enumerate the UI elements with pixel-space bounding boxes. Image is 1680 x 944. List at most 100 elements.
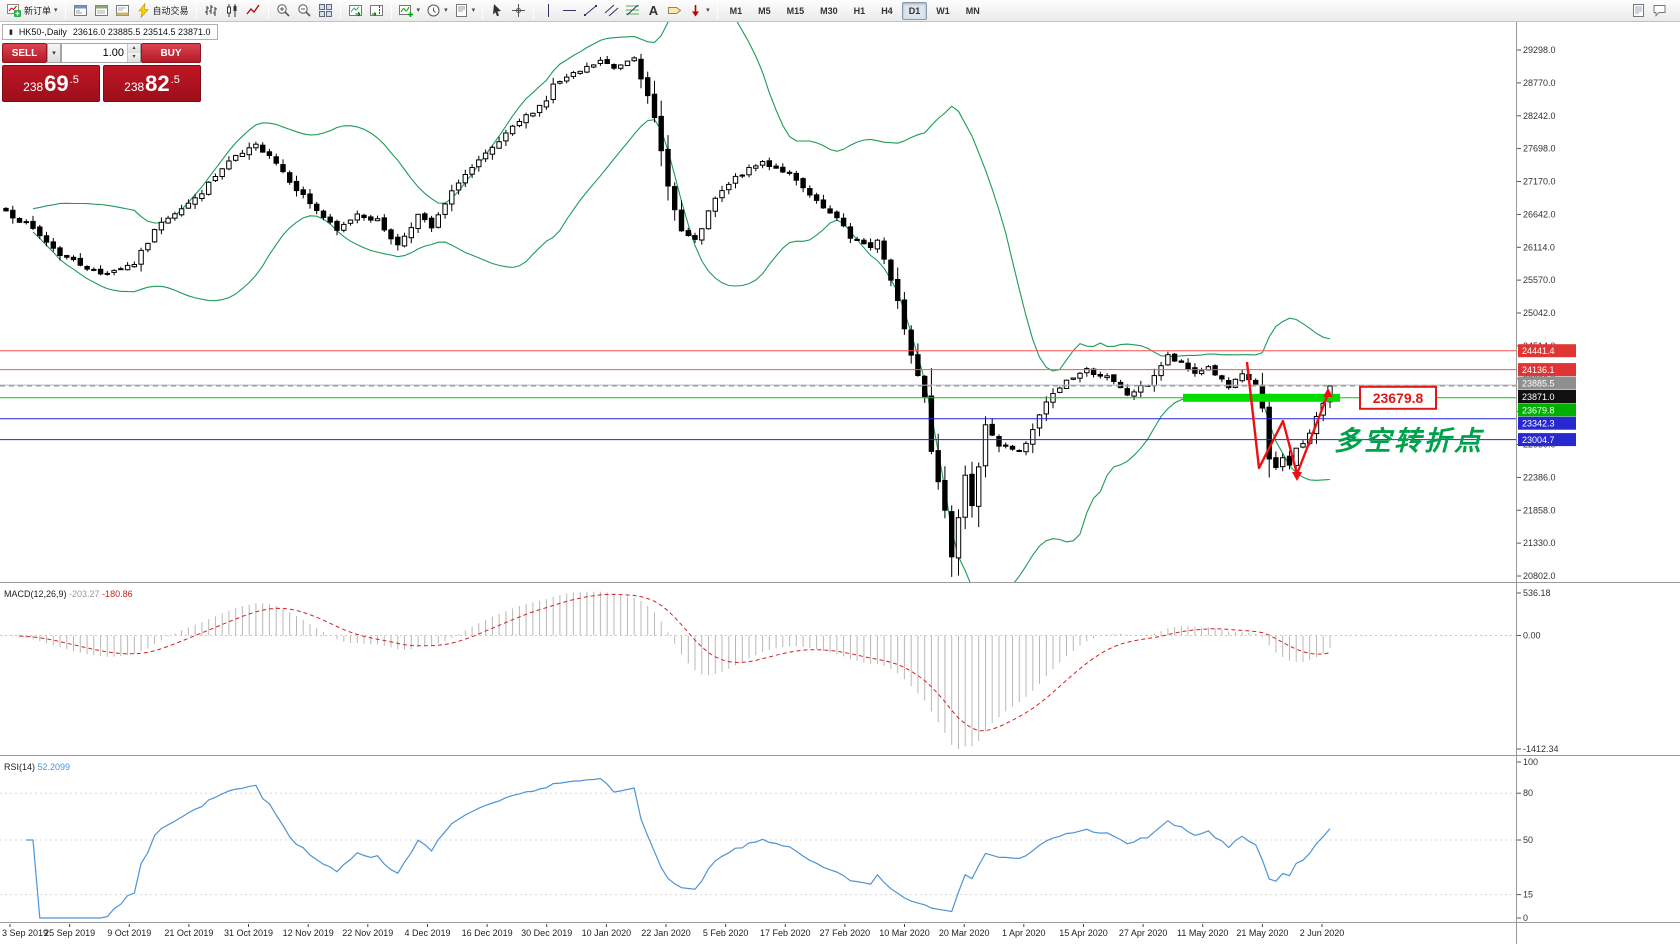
rsi-indicator-label: RSI(14) 52.2099	[4, 762, 70, 772]
rsi-panel: RSI(14) 52.2099 100 80 50 15 0	[0, 757, 1538, 923]
price-level-label-text: 24441.4	[1522, 346, 1555, 356]
svg-text:A: A	[649, 3, 659, 18]
toolbar-separator	[482, 2, 484, 19]
axis-price-label: 27698.0	[1523, 144, 1556, 154]
toolbar-separator	[64, 2, 66, 19]
macd-signal-line	[19, 593, 1331, 732]
timeframe-m30-button[interactable]: M30	[820, 5, 838, 16]
axis-date-label: 4 Dec 2019	[404, 928, 450, 938]
axis-date-label: 22 Jan 2020	[641, 928, 691, 938]
volume-input[interactable]	[62, 44, 127, 62]
timeframe-d1-button[interactable]: D1	[901, 1, 928, 20]
label-button[interactable]	[664, 1, 685, 21]
terminal-button[interactable]	[112, 1, 133, 21]
zoom-in-button[interactable]	[273, 1, 294, 21]
turning-point-annotation-text[interactable]: 多空转折点	[1334, 426, 1485, 456]
equidistant-channel-button[interactable]	[601, 1, 622, 21]
price-tag-box[interactable]	[1359, 385, 1437, 410]
axis-date-label: 1 Apr 2020	[1002, 928, 1046, 938]
timeframe-h1-button[interactable]: H1	[853, 5, 866, 16]
buy-button[interactable]: BUY	[141, 43, 201, 63]
new-order-button-label: 新订单	[24, 6, 52, 16]
timeframe-m5-button[interactable]: M5	[758, 5, 771, 16]
rsi-line	[26, 777, 1331, 919]
timeframe-mn-button[interactable]: MN	[965, 5, 980, 16]
line-chart-button[interactable]	[243, 1, 264, 21]
support-zone-bar[interactable]	[1183, 393, 1340, 402]
toolbar-separator	[267, 2, 269, 19]
timeframe-m1-button[interactable]: M1	[729, 5, 743, 16]
channel-icon	[604, 3, 619, 18]
crosshair-button[interactable]	[508, 1, 529, 21]
rsi-axis-label: 80	[1523, 788, 1533, 798]
axis-date-label: 31 Oct 2019	[224, 928, 273, 938]
chart-shift-button[interactable]	[366, 1, 387, 21]
volume-spinner: ▴ ▾	[127, 44, 140, 62]
arrows-button[interactable]: ▾	[685, 1, 713, 21]
axis-price-label: 25042.0	[1523, 308, 1556, 318]
macd-indicator-label: MACD(12,26,9) -203.27 -180.86	[4, 589, 133, 599]
axis-price-label: 26642.0	[1523, 209, 1556, 219]
auto-trading-button[interactable]: 自动交易	[133, 1, 192, 21]
zoom-in-icon	[276, 3, 291, 18]
arrowhead-icon	[1323, 388, 1333, 397]
horizontal-line-button[interactable]	[559, 1, 580, 21]
cursor-button[interactable]	[487, 1, 508, 21]
sell-price-display[interactable]: 238 69.5	[2, 65, 100, 102]
fibonacci-button[interactable]	[622, 1, 643, 21]
axis-date-label: 21 Oct 2019	[164, 928, 213, 938]
text-button[interactable]: A	[643, 1, 664, 21]
data-window-button[interactable]	[91, 1, 112, 21]
candlestick-mini-icon: ▮	[9, 28, 13, 36]
fibonacci-icon	[626, 3, 640, 18]
zoom-out-button[interactable]	[294, 1, 315, 21]
label-icon	[667, 3, 682, 18]
chart-symbol-tab[interactable]: ▮ HK50-,Daily 23616.0 23885.5 23514.5 23…	[2, 24, 218, 40]
arrow-icon	[692, 3, 700, 17]
timeframe-h4-button[interactable]: H4	[881, 5, 893, 16]
axis-date-label: 9 Oct 2019	[107, 928, 151, 938]
toolbar-right-buttons	[1628, 1, 1676, 21]
new-order-button[interactable]: 新订单 ▾	[4, 1, 61, 21]
chart-canvas[interactable]: 多空转折点 23679.8 29298.0 28770.0 28242.0 27698.0…	[0, 22, 1680, 944]
auto-scroll-button[interactable]	[345, 1, 366, 21]
timeframe-m15-button[interactable]: M15	[786, 5, 805, 16]
document-button[interactable]	[1628, 1, 1649, 21]
trendline-button[interactable]	[580, 1, 601, 21]
templates-button[interactable]: ▾	[451, 1, 479, 21]
bar-chart-icon	[204, 3, 219, 18]
axis-price-label: 25570.0	[1523, 275, 1556, 285]
chat-button[interactable]	[1649, 1, 1670, 21]
sell-button[interactable]: SELL	[2, 43, 47, 63]
indicators-button[interactable]: ▾	[396, 1, 424, 21]
volume-increase-button[interactable]: ▴	[128, 44, 140, 53]
toolbar-separator	[195, 2, 197, 19]
tile-windows-button[interactable]	[315, 1, 336, 21]
price-level-label-text: 23342.3	[1522, 419, 1555, 429]
price-tag-value: 23679.8	[1373, 390, 1424, 406]
zigzag-annotation[interactable]	[1245, 361, 1330, 476]
chart-area: 多空转折点 23679.8 29298.0 28770.0 28242.0 27698.0…	[0, 22, 1680, 944]
chevron-down-icon: ▾	[416, 7, 421, 14]
toolbar-separator	[339, 2, 341, 19]
axis-background	[1517, 22, 1680, 944]
axis-date-label: 3 Sep 2019	[2, 928, 48, 938]
timeframe-w1-button[interactable]: W1	[936, 5, 950, 16]
volume-decrease-button[interactable]: ▾	[128, 53, 140, 62]
price-level-label-text: 24136.1	[1522, 365, 1555, 375]
axis-date-label: 22 Nov 2019	[342, 928, 393, 938]
axis-price-label: 20802.0	[1523, 571, 1556, 581]
chart-symbol-period: HK50-,Daily	[18, 27, 67, 37]
price-axis[interactable]: 29298.0 28770.0 28242.0 27698.0 27170.0 26642…	[1516, 22, 1680, 944]
buy-price-display[interactable]: 238 82.5	[103, 65, 201, 102]
vertical-line-button[interactable]	[538, 1, 559, 21]
market-watch-button[interactable]	[70, 1, 91, 21]
candlestick-chart-button[interactable]	[222, 1, 243, 21]
toolbar-separator	[716, 2, 718, 19]
bar-chart-button[interactable]	[201, 1, 222, 21]
periods-button[interactable]: ▾	[423, 1, 451, 21]
order-type-dropdown[interactable]: ▾	[47, 43, 61, 63]
vline-icon	[541, 3, 556, 18]
